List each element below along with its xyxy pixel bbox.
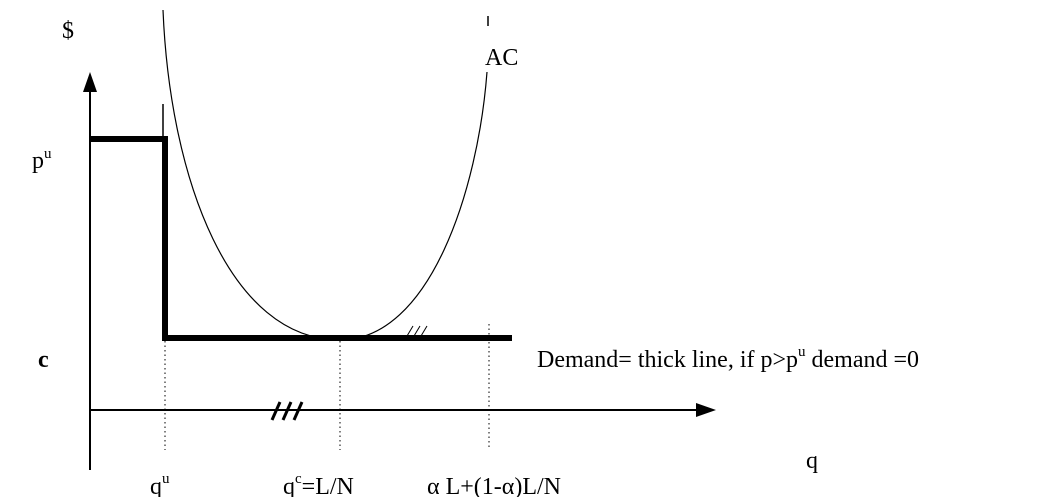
average-cost-label: AC: [485, 45, 518, 71]
demand-note: Demand= thick line, if p>pu demand =0: [537, 344, 919, 373]
average-cost-curve: [162, 9, 488, 341]
qc-tick-label: qc=L/N: [283, 471, 354, 497]
qu-tick-label: qu: [150, 471, 170, 497]
axis-break-mark: [270, 401, 304, 421]
cost-level-label: c: [38, 347, 49, 373]
alpha-tick-label: α L+(1-α)L/N: [427, 474, 561, 497]
x-axis-arrowhead: [696, 403, 716, 417]
y-axis-arrowhead: [83, 72, 97, 92]
x-axis-label: q: [806, 448, 818, 474]
price-level-label: pu: [32, 146, 52, 174]
demand-thick-line: [90, 136, 512, 341]
y-axis-label: $: [62, 18, 74, 44]
demand-break-mark: [406, 325, 428, 337]
